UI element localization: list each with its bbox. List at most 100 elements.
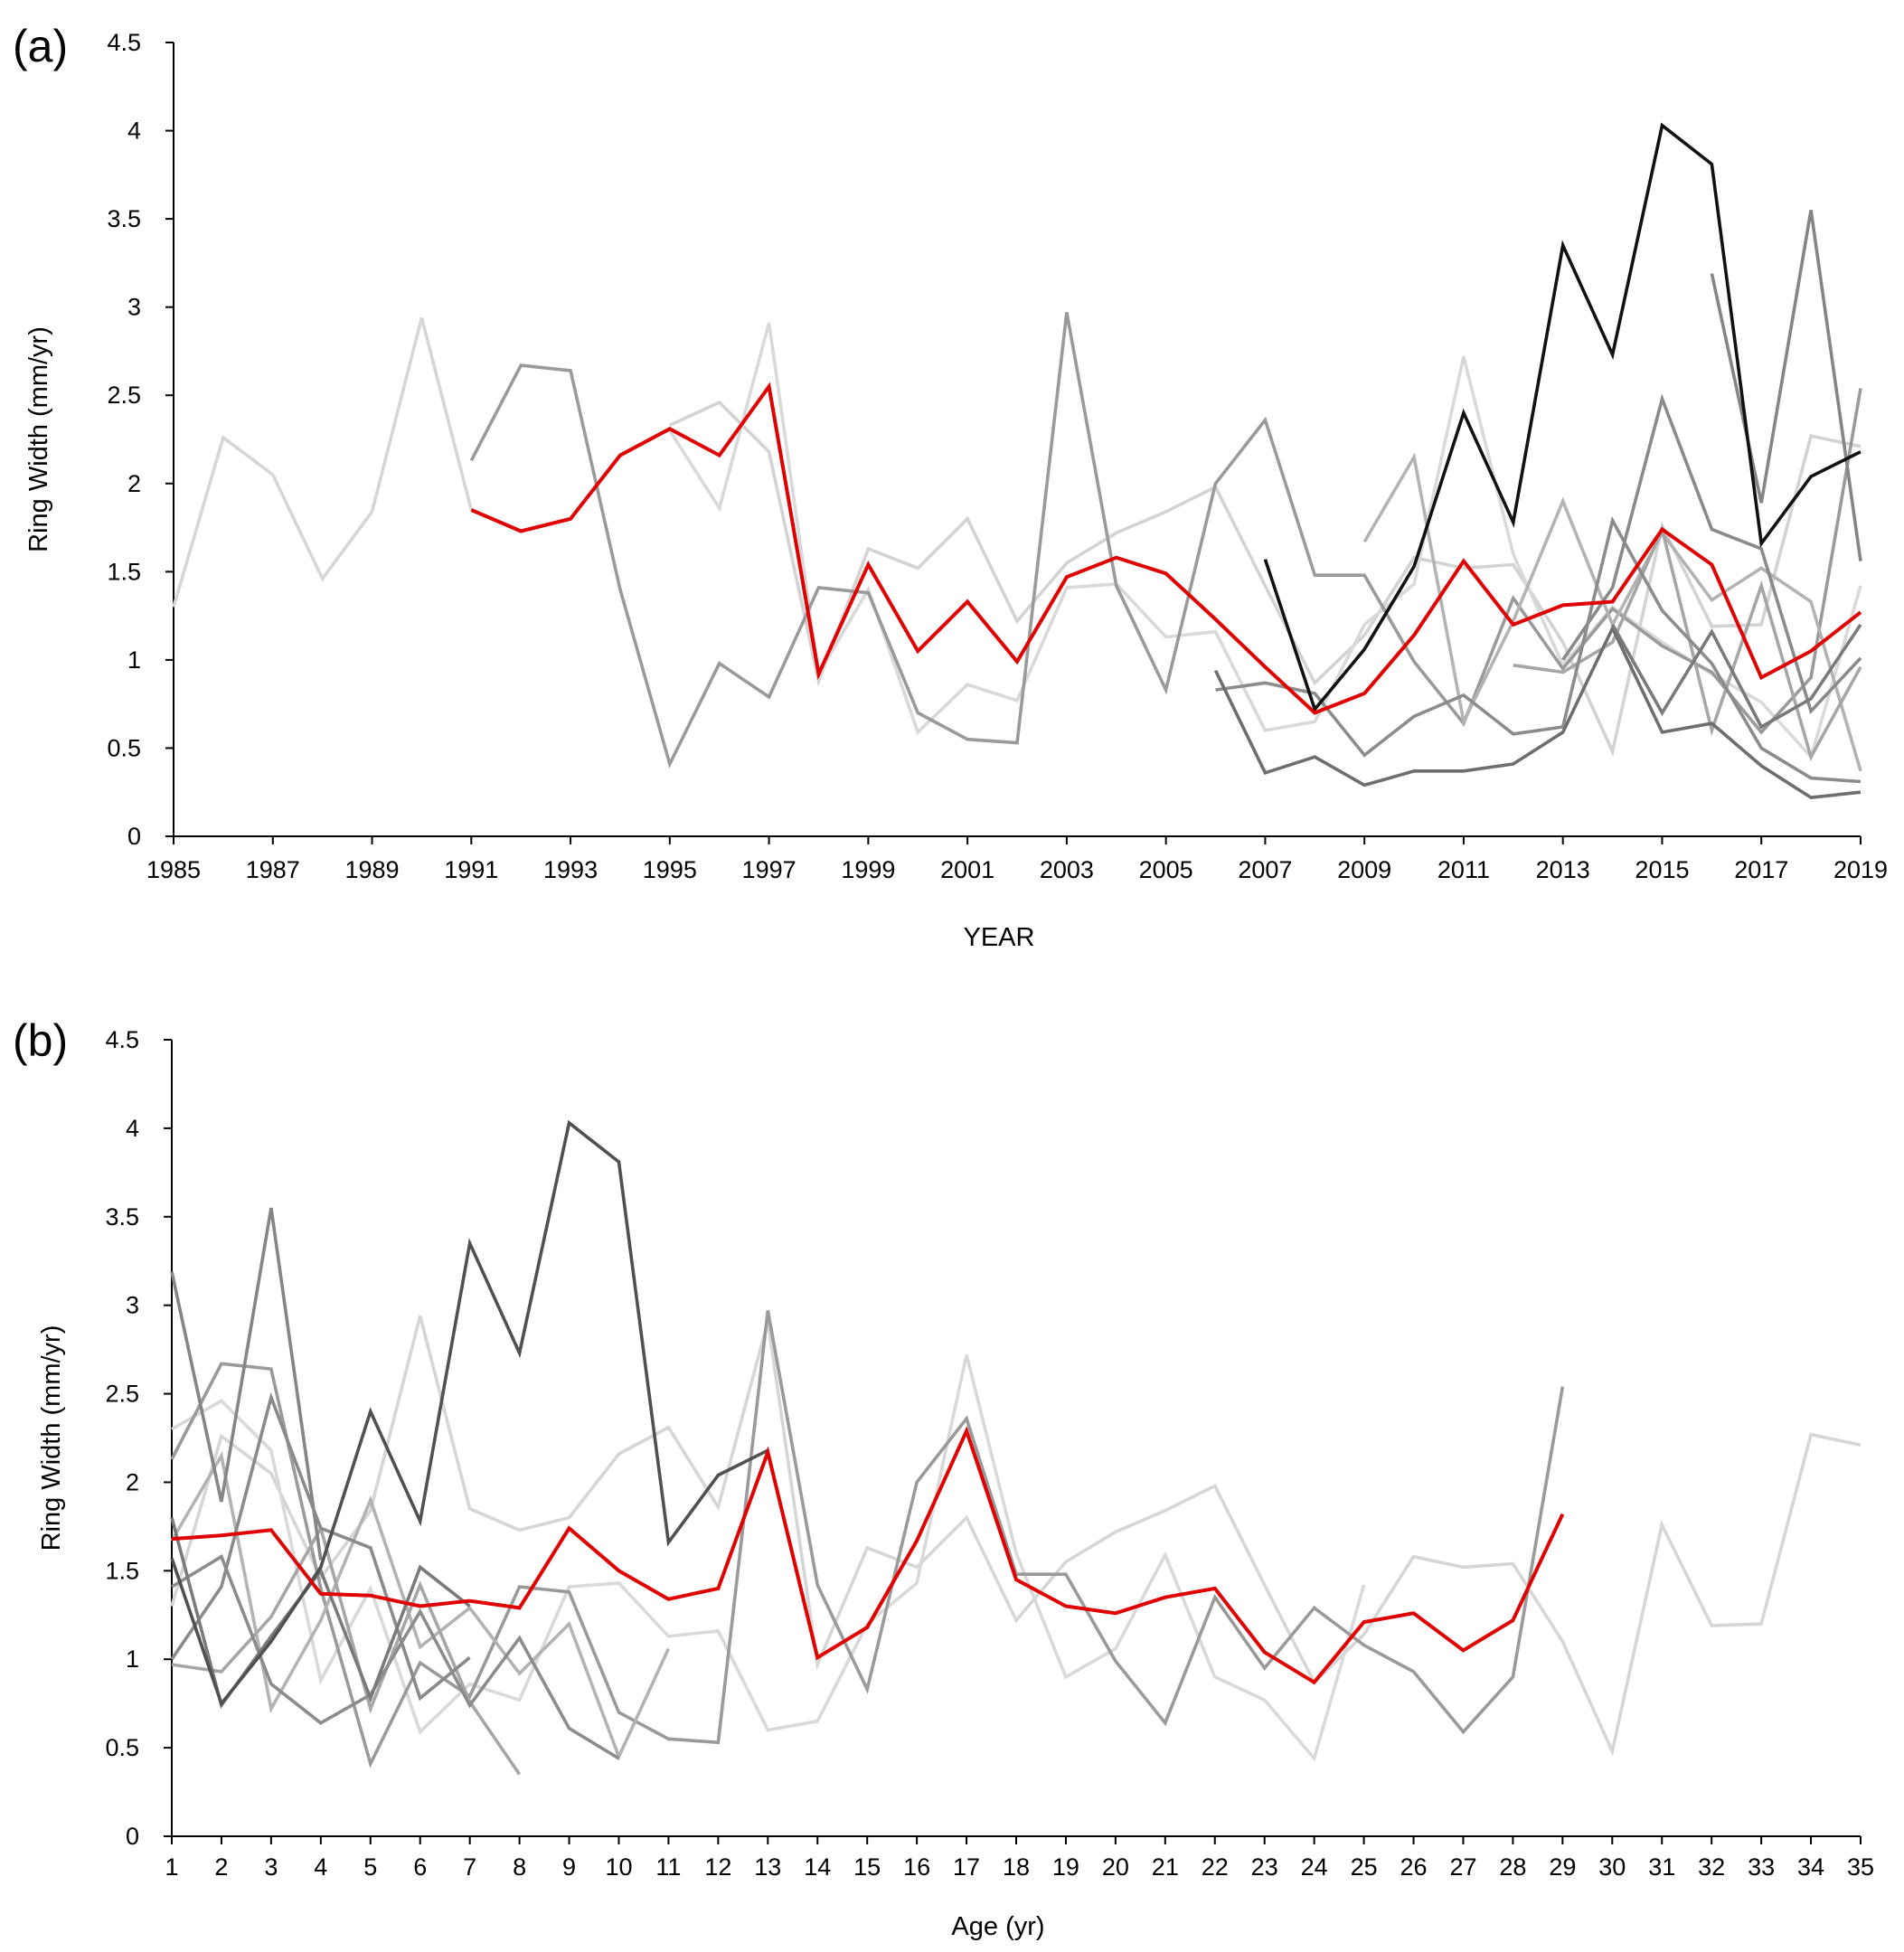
x-tick-label: 1987 — [246, 856, 300, 883]
y-axis-title: Ring Width (mm/yr) — [37, 1325, 66, 1551]
x-tick-label: 4 — [314, 1853, 327, 1881]
series-line-tree-black — [1263, 122, 1862, 713]
series-line-tree-4 — [469, 312, 1862, 769]
x-tick-label: 13 — [754, 1853, 781, 1881]
x-axis-title: YEAR — [964, 923, 1035, 952]
y-tick-label: 0 — [127, 823, 141, 850]
panel-b-age-chart: (b)00.511.522.533.544.51 2 3 4 5 6 7 8 9 10 11 12 13… — [13, 1015, 1874, 1941]
x-tick-label: 2011 — [1437, 856, 1490, 883]
x-tick-label: 1995 — [643, 856, 697, 883]
series-line-tree-1 — [172, 316, 474, 608]
series-line-tree-5 — [1362, 452, 1862, 772]
x-tick-label: 32 — [1698, 1853, 1725, 1881]
x-tick-label: 23 — [1251, 1853, 1278, 1881]
x-tick-label: 5 — [363, 1853, 377, 1881]
x-tick-label: 19 — [1052, 1853, 1079, 1881]
x-tick-label: 21 — [1152, 1853, 1179, 1881]
y-tick-label: 3.5 — [107, 205, 141, 232]
panel-a-year-chart: (a) 0 0.5 1 1.5 2 2.5 3 3.5 4 4.5 1985 1987 1989 1991 1… — [13, 21, 1888, 952]
series-line-tree-7 — [170, 1207, 323, 1561]
panel-label: (b) — [13, 1015, 68, 1066]
x-tick-label: 8 — [513, 1853, 526, 1881]
x-tick-label: 24 — [1301, 1853, 1328, 1881]
x-tick-label: 30 — [1598, 1853, 1626, 1881]
x-tick-label: 2019 — [1833, 856, 1888, 883]
panel-label: (a) — [13, 21, 68, 71]
x-tick-label: 2001 — [940, 856, 994, 883]
x-tick-label: 31 — [1648, 1853, 1675, 1881]
x-tick-label: 28 — [1499, 1853, 1526, 1881]
y-tick-label: 0 — [126, 1823, 139, 1850]
x-tick-label: 2009 — [1337, 856, 1391, 883]
x-tick-label: 34 — [1797, 1853, 1824, 1881]
y-tick-label: 0.5 — [107, 734, 141, 761]
series-line-tree-5 — [171, 1523, 522, 1776]
x-tick-label: 9 — [562, 1853, 576, 1881]
y-tick-label: 0.5 — [105, 1734, 139, 1761]
y-tick-label: 1.5 — [105, 1557, 139, 1584]
y-tick-label: 4.5 — [107, 29, 141, 56]
series-line-tree-11 — [1611, 623, 1862, 730]
y-tick-label: 1 — [126, 1646, 139, 1673]
x-tick-label: 33 — [1748, 1853, 1775, 1881]
x-tick-label: 27 — [1449, 1853, 1476, 1881]
x-tick-label: 15 — [853, 1853, 881, 1881]
y-tick-label: 3 — [127, 294, 141, 321]
x-tick-label: 1 — [165, 1853, 178, 1881]
series-line-tree-4 — [170, 1451, 671, 1761]
x-tick-label: 1999 — [841, 856, 895, 883]
x-tick-label: 10 — [605, 1853, 632, 1881]
x-tick-label: 1997 — [742, 856, 796, 883]
series-line-tree-black — [170, 1119, 769, 1707]
x-tick-label: 1991 — [444, 856, 498, 883]
x-tick-label: 16 — [903, 1853, 930, 1881]
x-tick-label: 6 — [413, 1853, 427, 1881]
y-tick-label: 2 — [127, 470, 141, 497]
x-tick-label: 7 — [463, 1853, 476, 1881]
x-tick-label: 14 — [804, 1853, 831, 1881]
y-tick-label: 3 — [126, 1292, 139, 1319]
y-tick-label: 1.5 — [107, 558, 141, 585]
x-tick-label: 35 — [1847, 1853, 1874, 1881]
series-line-mean — [171, 1426, 1565, 1685]
x-tick-label: 18 — [1003, 1853, 1030, 1881]
series-line-tree-1 — [170, 1315, 1862, 1757]
x-tick-label: 3 — [264, 1853, 278, 1881]
x-tick-label: 25 — [1351, 1853, 1378, 1881]
series-line-tree-9 — [1561, 393, 1862, 714]
x-tick-label: 2003 — [1040, 856, 1094, 883]
x-tick-label: 12 — [704, 1853, 731, 1881]
x-tick-label: 2017 — [1734, 856, 1788, 883]
y-tick-label: 4 — [126, 1115, 139, 1142]
series-line-tree-6 — [1513, 523, 1862, 761]
y-tick-label: 2 — [126, 1468, 139, 1495]
x-tick-label: 1985 — [146, 856, 201, 883]
y-axis-title: Ring Width (mm/yr) — [24, 326, 53, 552]
x-tick-label: 29 — [1549, 1853, 1576, 1881]
y-tick-label: 3.5 — [105, 1203, 139, 1231]
x-axis-title: Age (yr) — [951, 1912, 1044, 1941]
series-line-tree-3 — [170, 1310, 1565, 1768]
y-tick-label: 2.5 — [105, 1381, 139, 1408]
x-tick-label: 20 — [1102, 1853, 1129, 1881]
series-line-tree-8 — [170, 1391, 471, 1702]
x-tick-label: 26 — [1400, 1853, 1428, 1881]
x-tick-label: 2015 — [1635, 856, 1689, 883]
series-line-tree-7 — [1215, 515, 1862, 784]
series-line-tree-8 — [1710, 210, 1862, 561]
y-tick-label: 4.5 — [105, 1026, 139, 1053]
x-tick-label: 17 — [953, 1853, 980, 1881]
x-tick-label: 2 — [214, 1853, 228, 1881]
series-line-tree-2 — [171, 1354, 1366, 1762]
x-tick-label: 2007 — [1238, 856, 1292, 883]
x-tick-label: 2005 — [1139, 856, 1193, 883]
series-line-tree-6 — [171, 1554, 620, 1760]
x-tick-label: 11 — [655, 1853, 681, 1881]
x-tick-label: 1989 — [344, 856, 399, 883]
x-tick-label: 1993 — [543, 856, 598, 883]
y-tick-label: 2.5 — [107, 382, 141, 409]
y-tick-label: 1 — [127, 646, 141, 674]
series-line-mean — [470, 382, 1862, 715]
x-tick-label: 22 — [1202, 1853, 1229, 1881]
